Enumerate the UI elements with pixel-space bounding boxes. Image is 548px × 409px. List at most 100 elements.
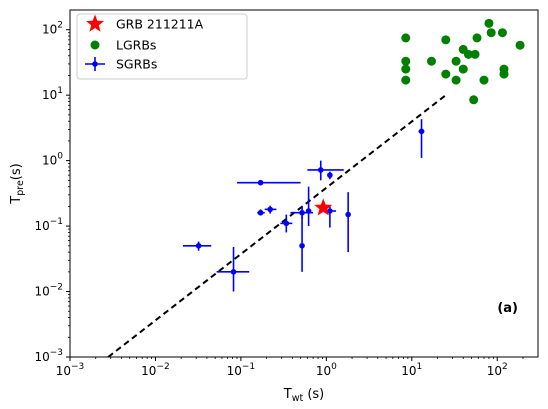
sgrb-marker-0	[195, 242, 202, 249]
lgrb-point-7	[451, 56, 461, 66]
y-tick-exp-4: 1	[57, 86, 63, 96]
lgrb-point-4	[426, 56, 436, 66]
lgrb-point-2	[401, 64, 411, 74]
sgrb-point-1	[216, 246, 250, 292]
lgrb-points	[401, 18, 525, 105]
lgrb-point-5	[441, 35, 451, 45]
y-tick-exp-3: 0	[57, 152, 63, 162]
sgrb-point-8	[305, 186, 312, 227]
x-tick-label-4: 101	[401, 362, 422, 378]
y-axis-label-main: T	[9, 196, 24, 205]
sgrb-point-12	[345, 192, 351, 253]
plot-frame	[69, 9, 539, 358]
sgrb-marker-8	[305, 208, 312, 214]
y-tick-label-4: 101	[42, 86, 63, 102]
y-tick-base-5: 10	[42, 23, 57, 37]
x-tick-label-2: 10−1	[227, 362, 256, 378]
y-tick-label-0: 10−3	[34, 348, 63, 364]
lgrb-point-15	[479, 75, 489, 85]
axes: 10−3 10−2 10−1 100 101 10210−310−210−11001011…	[9, 9, 539, 404]
sgrb-point-3	[257, 209, 265, 216]
lgrb-point-14	[472, 33, 482, 43]
sgrb-point-13	[418, 119, 425, 158]
x-tick-exp-5: 2	[502, 362, 508, 372]
x-tick-base-5: 10	[487, 364, 502, 378]
x-tick-base-2: 10	[227, 364, 242, 378]
x-tick-label-3: 100	[316, 362, 337, 378]
lgrb-point-0	[401, 33, 411, 43]
legend-lgrb-marker	[90, 40, 100, 50]
fit-line	[107, 94, 447, 358]
x-tick-label-0: 10−3	[56, 362, 85, 378]
grb-star-0	[314, 198, 333, 216]
y-tick-base-0: 10	[34, 350, 49, 364]
x-tick-exp-0: −3	[71, 362, 84, 372]
lgrb-point-6	[441, 69, 451, 79]
sgrb-marker-7	[299, 209, 305, 216]
y-tick-label-1: 10−2	[34, 283, 63, 299]
y-tick-base-3: 10	[42, 154, 57, 168]
lgrb-point-18	[497, 28, 507, 38]
legend-sgrb-marker	[92, 61, 98, 67]
legend-label-1: LGRBs	[116, 38, 156, 53]
legend-grb-marker	[85, 14, 105, 32]
sgrb-marker-11	[327, 208, 333, 214]
y-axis-label-unit: (s)	[9, 163, 24, 180]
sgrb-points	[182, 119, 425, 292]
x-tick-base-4: 10	[401, 364, 416, 378]
x-tick-exp-4: 1	[417, 362, 423, 372]
sgrb-point-10	[327, 171, 333, 180]
lgrb-point-3	[401, 75, 411, 85]
sgrb-point-0	[182, 241, 212, 251]
sgrb-marker-10	[327, 172, 333, 178]
legend-box	[76, 13, 248, 80]
sgrb-marker-3	[257, 209, 264, 216]
sgrb-point-5	[280, 214, 293, 233]
grb-211211a-point	[314, 198, 333, 216]
lgrb-point-20	[499, 69, 509, 79]
legend-label-2: SGRBs	[116, 57, 157, 72]
x-tick-exp-1: −2	[156, 362, 169, 372]
legend: GRB 211211A LGRBs SGRBs	[76, 13, 248, 80]
sgrb-marker-12	[345, 211, 351, 218]
lgrb-point-16	[484, 18, 494, 28]
sgrb-marker-6	[299, 242, 305, 249]
x-axis-label-sub: wt	[292, 393, 304, 404]
y-axis-label: Tpre(s)	[9, 163, 26, 204]
y-tick-exp-5: 2	[57, 21, 63, 31]
y-tick-exp-2: −1	[50, 217, 63, 227]
x-tick-exp-3: 0	[331, 362, 337, 372]
sgrb-marker-13	[418, 128, 425, 135]
legend-label-0: GRB 211211A	[116, 17, 204, 32]
sgrb-point-9	[307, 160, 344, 181]
x-tick-base-3: 10	[316, 364, 331, 378]
x-axis-label-unit: (s)	[303, 387, 324, 402]
lgrb-point-8	[451, 75, 461, 85]
sgrb-point-2	[236, 179, 301, 186]
x-tick-base-1: 10	[141, 364, 156, 378]
lgrb-point-21	[515, 40, 525, 50]
y-axis-label-sub: pre	[15, 180, 26, 196]
sgrb-marker-1	[230, 269, 237, 275]
lgrb-point-10	[458, 64, 468, 74]
lgrb-point-13	[470, 49, 480, 59]
y-tick-base-2: 10	[34, 219, 49, 233]
y-tick-label-3: 100	[42, 152, 63, 168]
y-tick-base-4: 10	[42, 88, 57, 102]
sgrb-marker-4	[267, 206, 273, 213]
y-tick-exp-0: −3	[50, 348, 63, 358]
lgrb-point-1	[401, 56, 411, 66]
y-tick-exp-1: −2	[50, 283, 63, 293]
x-tick-label-1: 10−2	[141, 362, 170, 378]
lgrb-point-12	[469, 95, 479, 105]
x-axis-label: Twt (s)	[283, 387, 325, 404]
y-tick-label-2: 10−1	[34, 217, 63, 233]
y-tick-label-5: 102	[42, 21, 63, 37]
sgrb-point-4	[264, 205, 277, 214]
y-tick-base-1: 10	[34, 285, 49, 299]
sgrb-marker-9	[317, 167, 324, 173]
lgrb-point-17	[486, 28, 496, 38]
sgrb-point-6	[299, 216, 305, 272]
lgrb-point-11	[463, 49, 473, 59]
